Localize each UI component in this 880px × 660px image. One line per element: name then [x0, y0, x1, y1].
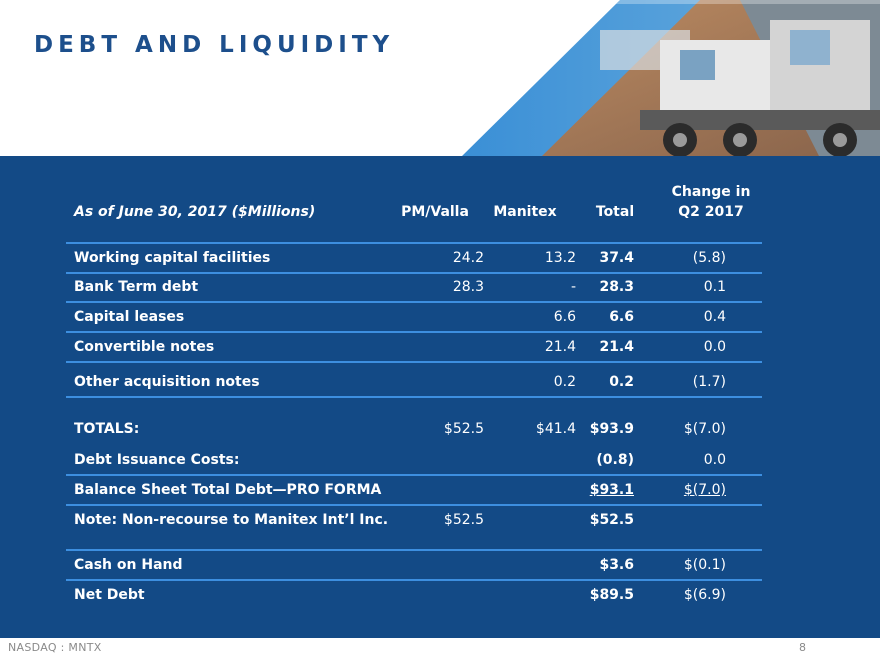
page-number: 8 [799, 641, 806, 654]
row-label: Bank Term debt [74, 279, 199, 295]
cell-change: 0.4 [703, 309, 726, 325]
table-divider [66, 549, 762, 551]
cell-manitex: - [570, 279, 576, 295]
cell-manitex: $41.4 [535, 421, 576, 437]
row-label: Balance Sheet Total Debt—PRO FORMA [74, 482, 382, 498]
table-row: Bank Term debt 28.3 - 28.3 0.1 [66, 273, 762, 303]
cell-total: $3.6 [599, 557, 634, 573]
cell-manitex: 0.2 [553, 374, 576, 390]
column-header-change-line2: Q2 2017 [678, 204, 744, 220]
cell-total: (0.8) [596, 452, 634, 468]
table-row: Note: Non-recourse to Manitex Int’l Inc.… [66, 506, 762, 534]
row-label: Note: Non-recourse to Manitex Int’l Inc. [74, 512, 389, 528]
cell-pm-valla: $52.5 [443, 512, 484, 528]
column-header-total: Total [595, 204, 635, 220]
table-row: Other acquisition notes 0.2 0.2 (1.7) [66, 368, 762, 398]
cell-change: 0.0 [703, 339, 726, 355]
cell-manitex: 6.6 [553, 309, 576, 325]
row-label: Debt Issuance Costs: [74, 452, 240, 468]
slide-title: DEBT AND LIQUIDITY [34, 32, 395, 58]
truck-banner-image [460, 0, 880, 158]
table-row-totals: TOTALS: $52.5 $41.4 $93.9 $(7.0) [66, 415, 762, 443]
cell-change: $(7.0) [683, 482, 726, 498]
cell-total: $89.5 [589, 587, 634, 603]
table-row: Debt Issuance Costs: (0.8) 0.0 [66, 446, 762, 476]
cell-change: 0.0 [703, 452, 726, 468]
cell-change: (5.8) [692, 250, 726, 266]
cell-change: 0.1 [703, 279, 726, 295]
cell-change: $(0.1) [683, 557, 726, 573]
cell-total: 6.6 [609, 309, 634, 325]
row-label: TOTALS: [74, 421, 140, 437]
cell-total: $93.9 [589, 421, 634, 437]
cell-total: $52.5 [589, 512, 634, 528]
table-as-of-header: As of June 30, 2017 ($Millions) [74, 204, 316, 220]
cell-total: 28.3 [599, 279, 634, 295]
cell-manitex: 21.4 [544, 339, 576, 355]
column-header-manitex: Manitex [493, 204, 557, 220]
footer-ticker: NASDAQ : MNTX [8, 641, 102, 654]
table-row: Cash on Hand $3.6 $(0.1) [66, 551, 762, 581]
column-header-pm-valla: PM/Valla [401, 204, 469, 220]
table-row: Capital leases 6.6 6.6 0.4 [66, 303, 762, 333]
row-label: Cash on Hand [74, 557, 183, 573]
cell-manitex: 13.2 [544, 250, 576, 266]
cell-pm-valla: 24.2 [452, 250, 484, 266]
cell-change: (1.7) [692, 374, 726, 390]
table-header-divider [66, 242, 762, 244]
slide-header: DEBT AND LIQUIDITY [0, 0, 880, 158]
table-row: Convertible notes 21.4 21.4 0.0 [66, 333, 762, 363]
slide-footer: NASDAQ : MNTX 8 [0, 638, 880, 660]
row-label: Convertible notes [74, 339, 215, 355]
cell-total: 37.4 [599, 250, 634, 266]
cell-change: $(6.9) [683, 587, 726, 603]
cell-total: $93.1 [589, 482, 634, 498]
row-label: Capital leases [74, 309, 185, 325]
cell-pm-valla: $52.5 [443, 421, 484, 437]
row-label: Other acquisition notes [74, 374, 260, 390]
column-header-change-line1: Change in [671, 184, 751, 200]
row-label: Net Debt [74, 587, 145, 603]
cell-total: 0.2 [609, 374, 634, 390]
cell-change: $(7.0) [683, 421, 726, 437]
row-label: Working capital facilities [74, 250, 271, 266]
cell-total: 21.4 [599, 339, 634, 355]
cell-pm-valla: 28.3 [452, 279, 484, 295]
table-row: Balance Sheet Total Debt—PRO FORMA $93.1… [66, 476, 762, 506]
table-row: Working capital facilities 24.2 13.2 37.… [66, 244, 762, 274]
table-row: Net Debt $89.5 $(6.9) [66, 581, 762, 609]
